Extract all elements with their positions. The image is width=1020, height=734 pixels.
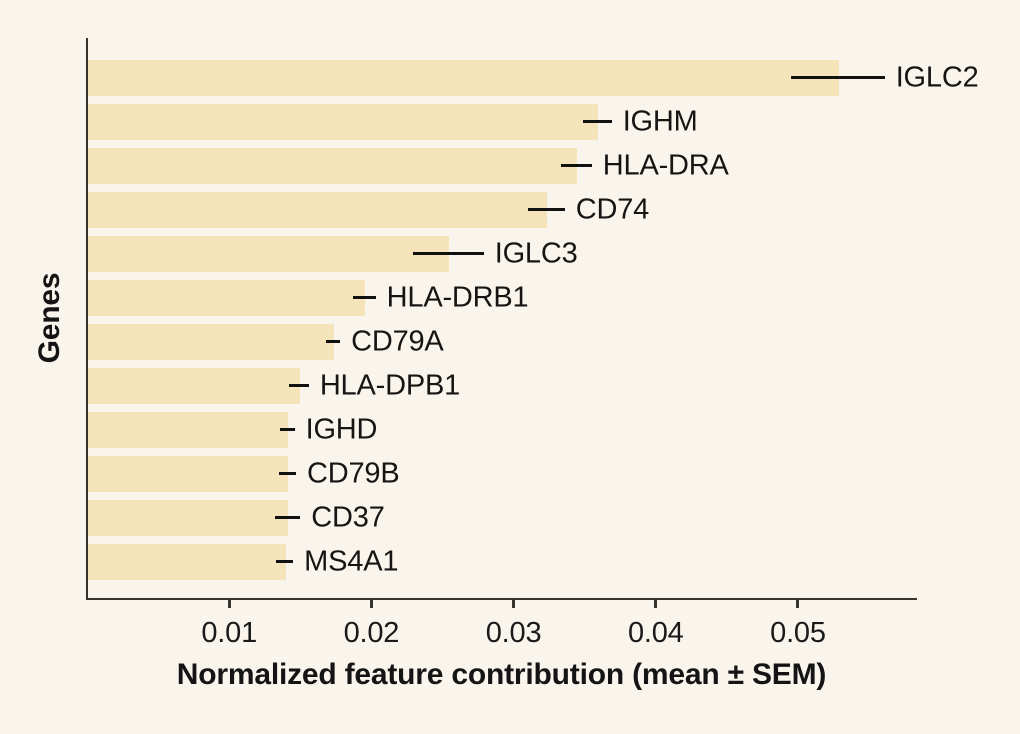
error-bar (527, 208, 565, 211)
bar-label: CD74 (575, 193, 650, 225)
bar-label: HLA-DRA (602, 149, 729, 181)
bar (88, 455, 289, 492)
bar-label: MS4A1 (304, 545, 399, 577)
error-bar (790, 76, 885, 79)
error-bar (280, 428, 295, 431)
bar-label: IGHD (305, 413, 378, 445)
bar-label: IGHM (622, 105, 698, 137)
x-tick-label: 0.01 (201, 617, 258, 649)
bar-label: CD79A (351, 325, 444, 357)
bar-label: CD37 (311, 501, 385, 533)
error-bar (560, 164, 592, 167)
x-tick-label: 0.04 (627, 617, 684, 649)
bar (88, 323, 334, 360)
bar (88, 499, 289, 536)
bar (88, 235, 450, 272)
bar (88, 191, 548, 228)
bar-label: HLA-DRB1 (386, 281, 529, 313)
y-axis-spine (86, 38, 88, 600)
bar-label: CD79B (307, 457, 400, 489)
bar (88, 543, 286, 580)
bar-label: IGLC3 (494, 237, 578, 269)
error-bar (352, 296, 376, 299)
bar (88, 59, 839, 96)
x-tick (369, 600, 373, 608)
x-tick-label: 0.02 (343, 617, 400, 649)
error-bar (276, 560, 294, 563)
x-tick-label: 0.05 (770, 617, 826, 649)
x-tick (512, 600, 516, 608)
bar (88, 367, 300, 404)
x-axis-spine (86, 598, 917, 600)
error-bar (274, 516, 301, 519)
error-bar (288, 384, 309, 387)
x-axis-title: Normalized feature contribution (mean ± … (176, 658, 827, 691)
bar-label: IGLC2 (895, 61, 979, 93)
bar (88, 279, 366, 316)
bar (88, 411, 289, 448)
x-tick (796, 600, 800, 608)
bar-label: HLA-DPB1 (319, 369, 461, 401)
bar (88, 103, 599, 140)
error-bar (412, 252, 484, 255)
x-tick-label: 0.03 (485, 617, 542, 649)
x-tick (227, 600, 231, 608)
x-tick (654, 600, 658, 608)
error-bar (325, 340, 341, 343)
error-bar (583, 120, 612, 123)
bar (88, 147, 578, 184)
error-bar (278, 472, 297, 475)
y-axis-title: Genes (33, 272, 66, 364)
